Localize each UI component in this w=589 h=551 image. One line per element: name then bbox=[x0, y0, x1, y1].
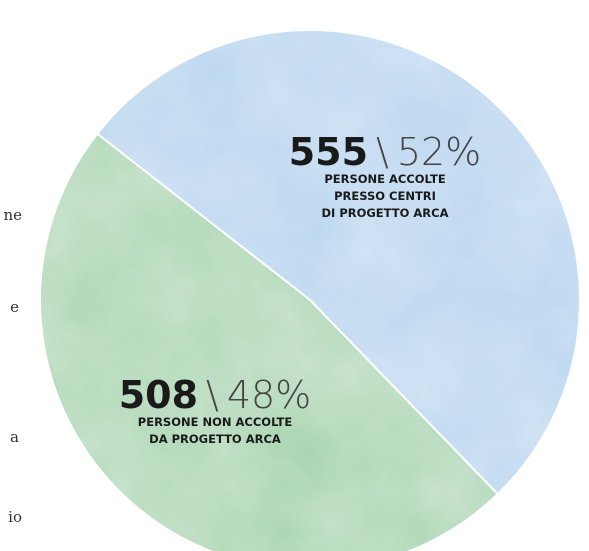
separator: \ bbox=[206, 373, 219, 417]
pie-slice bbox=[95, 29, 581, 496]
separator: \ bbox=[376, 130, 389, 174]
value-label: 508 \ 48% bbox=[119, 373, 312, 417]
side-text: io bbox=[8, 508, 22, 526]
pie-slice bbox=[39, 132, 500, 551]
category-label: PERSONE NON ACCOLTE bbox=[138, 415, 293, 429]
pie bbox=[39, 29, 581, 551]
side-text: e bbox=[10, 298, 19, 316]
category-label: PRESSO CENTRI bbox=[334, 189, 436, 203]
percent-label: 52% bbox=[397, 130, 481, 174]
category-label: DI PROGETTO ARCA bbox=[321, 206, 448, 220]
value: 555 bbox=[289, 130, 368, 174]
side-text: a bbox=[10, 428, 19, 446]
category-label: PERSONE ACCOLTE bbox=[324, 172, 446, 186]
category-label: DA PROGETTO ARCA bbox=[149, 432, 281, 446]
value-label: 555 \ 52% bbox=[289, 130, 482, 174]
value: 508 bbox=[119, 373, 198, 417]
percent-label: 48% bbox=[227, 373, 311, 417]
side-text: ne bbox=[3, 206, 22, 224]
